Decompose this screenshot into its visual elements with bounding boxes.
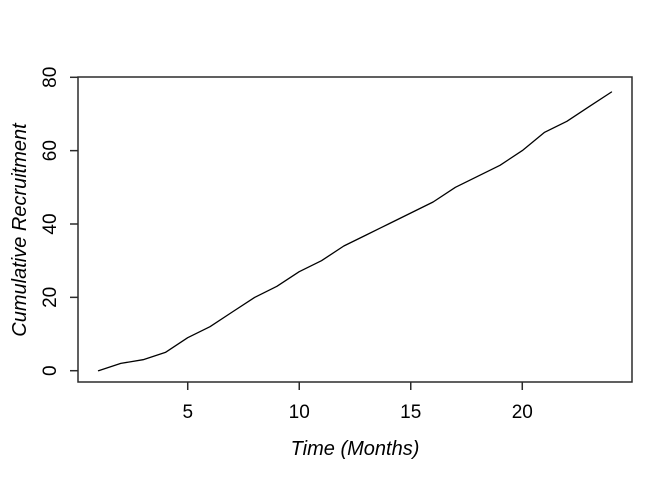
y-tick-label: 80 bbox=[40, 67, 61, 88]
y-axis-label: Cumulative Recruitment bbox=[9, 123, 31, 337]
y-tick-label: 60 bbox=[40, 140, 61, 161]
x-axis-label: Time (Months) bbox=[290, 438, 420, 460]
y-tick-label: 20 bbox=[40, 287, 61, 308]
x-tick-label: 20 bbox=[512, 402, 533, 423]
x-tick-label: 5 bbox=[182, 402, 193, 423]
x-tick-label: 15 bbox=[400, 402, 421, 423]
y-tick-label: 0 bbox=[40, 365, 61, 376]
plot-box bbox=[77, 76, 633, 383]
y-tick-label: 40 bbox=[40, 213, 61, 234]
x-tick-label: 10 bbox=[289, 402, 310, 423]
recruitment-line bbox=[97, 91, 613, 372]
